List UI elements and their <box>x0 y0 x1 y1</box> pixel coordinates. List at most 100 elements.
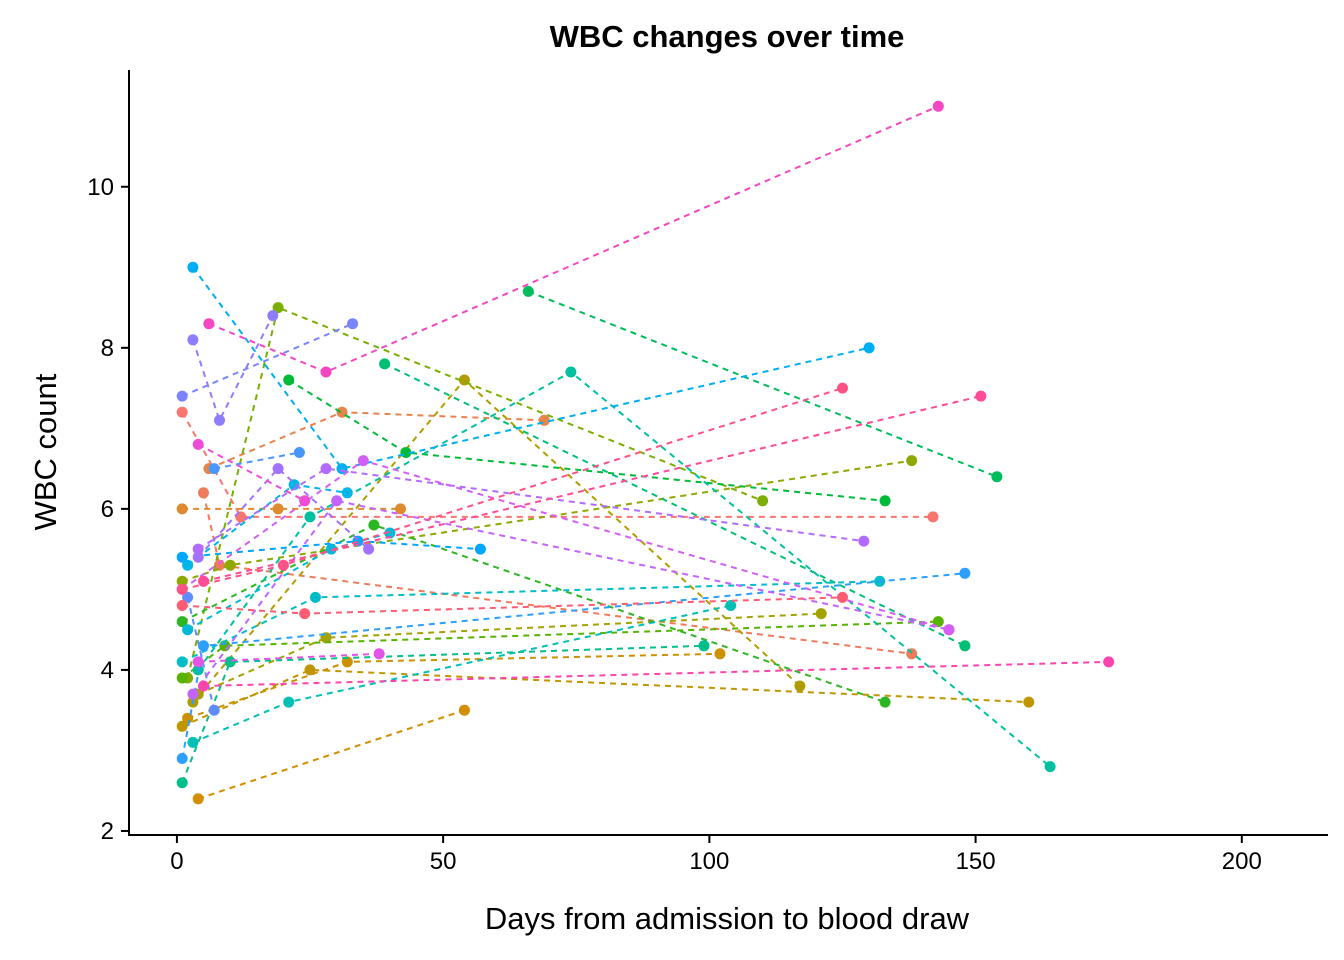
data-point <box>176 583 188 595</box>
data-point <box>176 551 188 563</box>
series-6 <box>182 648 726 724</box>
series-25 <box>176 567 971 764</box>
data-point <box>943 624 955 636</box>
data-point <box>187 261 199 273</box>
series-30 <box>192 463 375 563</box>
series-34 <box>192 648 385 668</box>
data-point <box>522 285 534 297</box>
data-point <box>347 318 359 330</box>
series-line <box>198 652 380 663</box>
data-point <box>187 736 199 748</box>
data-point <box>203 318 215 330</box>
y-axis-label: WBC count <box>28 373 63 530</box>
data-point <box>309 591 321 603</box>
data-point <box>837 382 848 394</box>
series-line <box>186 597 216 711</box>
series-18 <box>192 366 1056 773</box>
series-line <box>197 709 465 800</box>
data-point <box>214 414 225 426</box>
series-17 <box>176 640 710 789</box>
series-line <box>182 596 843 615</box>
series-16 <box>379 358 971 652</box>
x-tick-label: 200 <box>1222 848 1262 875</box>
y-tick-label: 4 <box>101 657 114 684</box>
series-line <box>197 612 822 696</box>
data-point <box>182 591 194 603</box>
data-point <box>1044 761 1056 773</box>
data-point <box>698 640 710 652</box>
x-tick-label: 50 <box>430 848 457 875</box>
data-point <box>192 551 204 563</box>
data-point <box>927 511 939 523</box>
series-29 <box>187 310 279 426</box>
series-line <box>208 105 939 374</box>
series-line <box>203 660 1109 687</box>
data-point <box>368 519 380 531</box>
data-point <box>176 390 188 402</box>
data-point <box>208 463 220 475</box>
data-point <box>267 310 279 322</box>
data-point <box>458 704 470 716</box>
series-line <box>181 411 933 518</box>
data-point <box>565 366 577 378</box>
data-point <box>192 793 204 805</box>
data-point <box>198 575 209 587</box>
series-13 <box>176 519 891 708</box>
plot-area: 0 50 100 150 200 2 4 6 8 10 <box>87 70 1328 875</box>
series-line <box>181 580 880 663</box>
data-point <box>879 696 891 708</box>
data-point <box>293 447 305 458</box>
series-layer <box>176 100 1115 805</box>
series-5 <box>192 704 470 805</box>
data-point <box>182 712 194 724</box>
series-14 <box>283 374 891 507</box>
data-point <box>224 656 236 668</box>
data-point <box>906 455 918 467</box>
data-point <box>379 358 391 370</box>
data-point <box>714 648 726 660</box>
data-point <box>299 495 311 507</box>
data-point <box>341 487 353 499</box>
y-tick-label: 2 <box>101 818 114 845</box>
data-point <box>299 608 311 620</box>
data-point <box>725 600 737 611</box>
y-tick-label: 10 <box>87 174 114 201</box>
series-2 <box>198 487 918 660</box>
series-line <box>384 363 966 647</box>
x-tick-label: 0 <box>170 848 183 875</box>
data-point <box>320 366 332 378</box>
series-39 <box>176 382 848 595</box>
y-tick-label: 8 <box>101 335 114 362</box>
y-tick-label: 6 <box>101 496 114 523</box>
data-point <box>304 664 316 676</box>
series-line <box>186 306 763 679</box>
data-point <box>192 438 204 450</box>
data-point <box>272 302 284 314</box>
series-line <box>181 620 939 679</box>
data-point <box>283 696 295 708</box>
series-line <box>197 370 1051 768</box>
series-26 <box>208 447 305 475</box>
data-point <box>341 656 353 668</box>
y-axis-ticks: 2 4 6 8 10 <box>87 174 129 845</box>
data-point <box>277 559 289 571</box>
series-line <box>214 451 300 470</box>
series-10 <box>176 455 918 587</box>
data-point <box>794 680 806 692</box>
data-point <box>858 535 870 547</box>
chart-title: WBC changes over time <box>550 19 905 54</box>
data-point <box>214 559 225 571</box>
data-point <box>182 624 194 636</box>
data-point <box>474 543 486 555</box>
data-point <box>331 495 343 507</box>
data-point <box>176 406 188 418</box>
x-tick-label: 150 <box>956 848 996 875</box>
data-point <box>384 527 396 539</box>
data-point <box>198 640 209 652</box>
data-point <box>1103 656 1115 668</box>
data-point <box>815 608 827 620</box>
data-point <box>187 334 199 346</box>
data-point <box>224 559 236 571</box>
series-15 <box>522 285 1003 483</box>
